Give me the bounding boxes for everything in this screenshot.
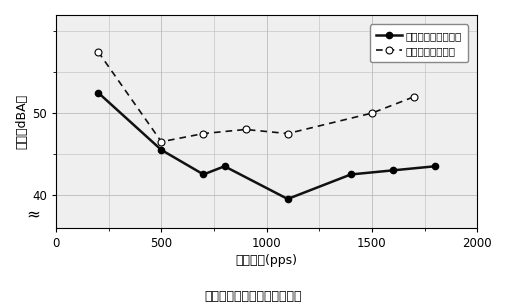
Legend: ：新方式定子齿结构, ：传统定子齿结构: ：新方式定子齿结构, ：传统定子齿结构 — [370, 25, 468, 62]
传统定子齿结构 — [284, 132, 291, 135]
传统定子齿结构 — [411, 95, 417, 98]
新方式定子齿结构 — [95, 91, 101, 95]
传统定子齿结构 — [95, 50, 101, 54]
Text: 噪音特性比较（两相激磁时）: 噪音特性比较（两相激磁时） — [205, 290, 302, 303]
新方式定子齿结构 — [200, 173, 206, 176]
新方式定子齿结构 — [222, 165, 228, 168]
传统定子齿结构 — [369, 111, 375, 115]
传统定子齿结构 — [242, 128, 248, 131]
新方式定子齿结构 — [348, 173, 354, 176]
传统定子齿结构 — [200, 132, 206, 135]
Line: 传统定子齿结构: 传统定子齿结构 — [95, 48, 417, 145]
Y-axis label: 噪音（dBA）: 噪音（dBA） — [15, 94, 28, 149]
X-axis label: 驱动频率(pps): 驱动频率(pps) — [236, 254, 298, 267]
Text: ≈: ≈ — [26, 205, 41, 223]
新方式定子齿结构 — [390, 168, 396, 172]
传统定子齿结构 — [158, 140, 164, 144]
Line: 新方式定子齿结构: 新方式定子齿结构 — [95, 90, 438, 202]
新方式定子齿结构 — [158, 148, 164, 152]
新方式定子齿结构 — [432, 165, 438, 168]
新方式定子齿结构 — [284, 197, 291, 201]
